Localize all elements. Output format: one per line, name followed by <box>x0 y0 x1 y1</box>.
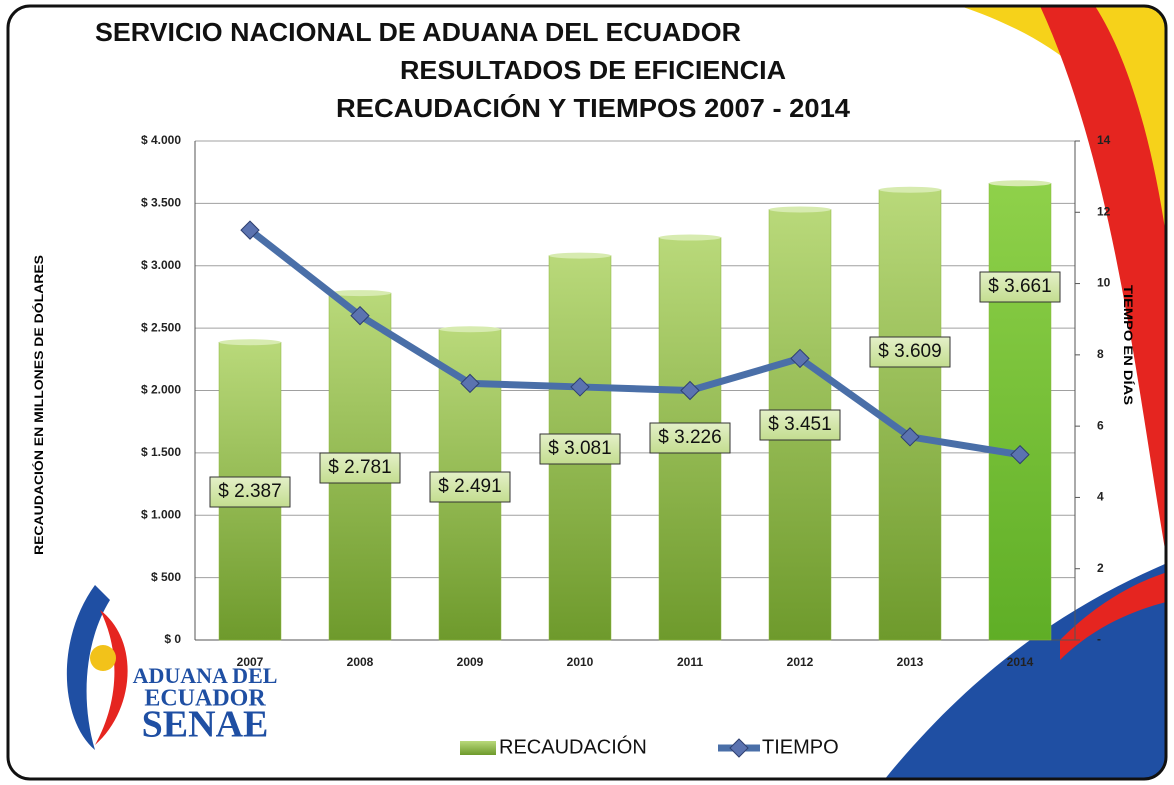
bar-cap <box>769 206 831 212</box>
bar-cap <box>219 339 281 345</box>
x-tick-label: 2014 <box>1007 655 1034 669</box>
x-tick-label: 2008 <box>347 655 374 669</box>
legend-label: RECAUDACIÓN <box>499 735 647 758</box>
logo-text: ADUANA DEL <box>133 663 278 688</box>
bar <box>879 190 941 640</box>
legend-swatch <box>460 741 496 755</box>
bar-cap <box>879 187 941 193</box>
y-tick-label: $ 2.500 <box>141 320 181 334</box>
y2-tick-label: 8 <box>1097 347 1104 361</box>
y-tick-label: $ 0 <box>164 632 181 646</box>
y2-tick-label: - <box>1097 632 1101 646</box>
bar-cap <box>989 180 1051 186</box>
y2-tick-label: 4 <box>1097 490 1104 504</box>
legend-label: TIEMPO <box>762 736 839 758</box>
chart-title: RESULTADOS DE EFICIENCIA <box>400 55 786 85</box>
y2-tick-label: 2 <box>1097 561 1104 575</box>
chart-title: SERVICIO NACIONAL DE ADUANA DEL ECUADOR <box>95 17 741 47</box>
value-label: $ 2.781 <box>328 457 391 478</box>
value-label: $ 3.226 <box>658 427 721 448</box>
bar-cap <box>549 253 611 259</box>
value-label: $ 2.491 <box>438 476 501 497</box>
value-label: $ 3.451 <box>768 414 831 435</box>
bar-cap <box>659 235 721 241</box>
y2-tick-label: 12 <box>1097 204 1111 218</box>
y-tick-label: $ 4.000 <box>141 133 181 147</box>
y2-axis-title: TIEMPO EN DÍAS <box>1121 285 1136 405</box>
y-tick-label: $ 500 <box>151 570 181 584</box>
bar-cap <box>439 326 501 332</box>
y-tick-label: $ 1.500 <box>141 445 181 459</box>
value-label: $ 3.661 <box>988 276 1051 297</box>
y2-tick-label: 14 <box>1097 133 1111 147</box>
x-tick-label: 2011 <box>677 655 703 669</box>
chart: SERVICIO NACIONAL DE ADUANA DEL ECUADOR R… <box>0 0 1174 785</box>
bar <box>989 183 1051 640</box>
y-tick-label: $ 3.000 <box>141 258 181 272</box>
logo-text: SENAE <box>142 704 269 746</box>
x-tick-label: 2010 <box>567 655 594 669</box>
y2-tick-label: 10 <box>1097 276 1111 290</box>
x-tick-label: 2012 <box>787 655 814 669</box>
x-tick-label: 2013 <box>897 655 924 669</box>
y-axis-title: RECAUDACIÓN EN MILLONES DE DÓLARES <box>31 255 46 555</box>
y-tick-label: $ 2.000 <box>141 383 181 397</box>
chart-title: RECAUDACIÓN Y TIEMPOS 2007 - 2014 <box>336 93 851 123</box>
y-tick-label: $ 1.000 <box>141 507 181 521</box>
x-tick-label: 2009 <box>457 655 484 669</box>
y-tick-label: $ 3.500 <box>141 196 181 210</box>
y2-tick-label: 6 <box>1097 418 1104 432</box>
value-label: $ 3.081 <box>548 438 611 459</box>
value-label: $ 2.387 <box>218 481 281 502</box>
value-label: $ 3.609 <box>878 341 941 362</box>
